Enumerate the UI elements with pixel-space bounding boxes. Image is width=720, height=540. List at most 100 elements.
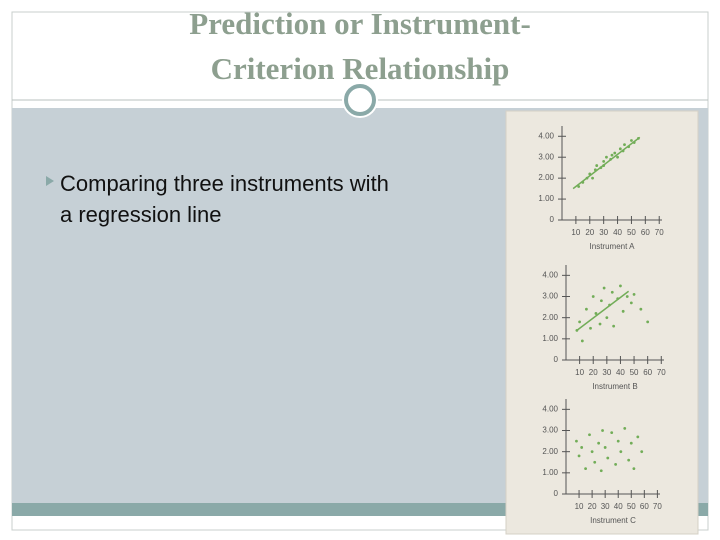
- point: [646, 320, 650, 324]
- x-tick-label: 60: [641, 228, 650, 237]
- y-tick-label: 1.00: [538, 194, 554, 203]
- point: [632, 467, 636, 471]
- point: [593, 460, 597, 464]
- point: [602, 159, 606, 163]
- point: [640, 450, 644, 454]
- title-line: Criterion Relationship: [211, 51, 510, 86]
- point: [618, 147, 622, 151]
- point: [621, 149, 625, 153]
- y-tick-label: 0: [554, 489, 559, 498]
- x-tick-label: 30: [602, 368, 611, 377]
- y-tick-label: 2.00: [542, 313, 558, 322]
- point: [602, 164, 606, 167]
- y-tick-label: 4.00: [538, 131, 554, 140]
- point: [603, 446, 607, 449]
- point: [599, 469, 603, 473]
- point: [585, 176, 589, 180]
- point: [636, 136, 640, 140]
- point: [580, 339, 584, 343]
- x-tick-label: 30: [599, 228, 608, 237]
- y-tick-label: 0: [554, 355, 559, 364]
- point: [629, 301, 633, 305]
- point: [616, 155, 619, 159]
- bullet-text: a regression line: [60, 202, 221, 227]
- point: [605, 155, 608, 159]
- point: [609, 157, 613, 161]
- point: [614, 462, 618, 466]
- y-tick-label: 1.00: [542, 468, 558, 477]
- x-tick-label: 60: [643, 368, 652, 377]
- y-tick-label: 2.00: [542, 447, 558, 456]
- point: [639, 307, 643, 311]
- x-tick-label: 10: [575, 368, 584, 377]
- y-tick-label: 3.00: [542, 292, 558, 301]
- point: [625, 295, 629, 298]
- bullet-icon: [46, 176, 54, 186]
- y-tick-label: 0: [550, 215, 555, 224]
- x-tick-label: 20: [585, 228, 594, 237]
- point: [606, 456, 610, 460]
- point: [588, 433, 591, 437]
- x-tick-label: 40: [614, 502, 623, 511]
- point: [632, 292, 636, 296]
- point: [610, 290, 614, 294]
- y-tick-label: 3.00: [538, 152, 554, 161]
- point: [578, 320, 582, 324]
- point: [610, 431, 614, 435]
- y-tick-label: 4.00: [542, 404, 558, 413]
- point: [636, 435, 640, 439]
- x-tick-label: 10: [571, 228, 580, 237]
- point: [623, 143, 626, 147]
- figure-paper: [505, 110, 699, 535]
- point: [588, 172, 592, 176]
- point: [584, 467, 587, 471]
- x-tick-label: 20: [589, 368, 598, 377]
- x-tick-label: 40: [613, 228, 622, 237]
- x-axis-label: Instrument C: [590, 516, 636, 525]
- x-tick-label: 20: [588, 502, 597, 511]
- point: [627, 458, 631, 462]
- x-axis-label: Instrument A: [590, 242, 636, 251]
- point: [621, 309, 625, 313]
- x-tick-label: 10: [575, 502, 584, 511]
- x-tick-label: 40: [616, 368, 625, 377]
- point: [602, 286, 606, 290]
- point: [575, 439, 578, 443]
- y-tick-label: 4.00: [542, 270, 558, 279]
- point: [629, 441, 633, 445]
- point: [594, 312, 598, 315]
- point: [598, 322, 602, 326]
- point: [627, 145, 631, 149]
- point: [630, 139, 633, 142]
- bullet-text: Comparing three instruments with: [60, 171, 389, 196]
- x-tick-label: 50: [627, 502, 636, 511]
- point: [589, 326, 592, 330]
- point: [575, 328, 579, 332]
- point: [613, 151, 617, 155]
- point: [593, 168, 597, 172]
- point: [623, 426, 627, 430]
- x-tick-label: 30: [601, 502, 610, 511]
- point: [581, 180, 585, 184]
- point: [601, 429, 604, 432]
- point: [619, 450, 623, 454]
- point: [599, 166, 603, 170]
- point: [619, 284, 622, 288]
- x-tick-label: 70: [657, 368, 666, 377]
- point: [591, 176, 594, 180]
- point: [577, 454, 581, 458]
- point: [590, 450, 594, 454]
- x-tick-label: 70: [653, 502, 662, 511]
- point: [612, 324, 616, 328]
- y-tick-label: 3.00: [542, 426, 558, 435]
- x-tick-label: 50: [630, 368, 639, 377]
- x-tick-label: 50: [627, 228, 636, 237]
- title-line: Prediction or Instrument-: [189, 6, 531, 41]
- point: [585, 307, 588, 311]
- point: [599, 299, 603, 303]
- point: [608, 303, 611, 307]
- point: [616, 439, 620, 443]
- point: [595, 164, 599, 167]
